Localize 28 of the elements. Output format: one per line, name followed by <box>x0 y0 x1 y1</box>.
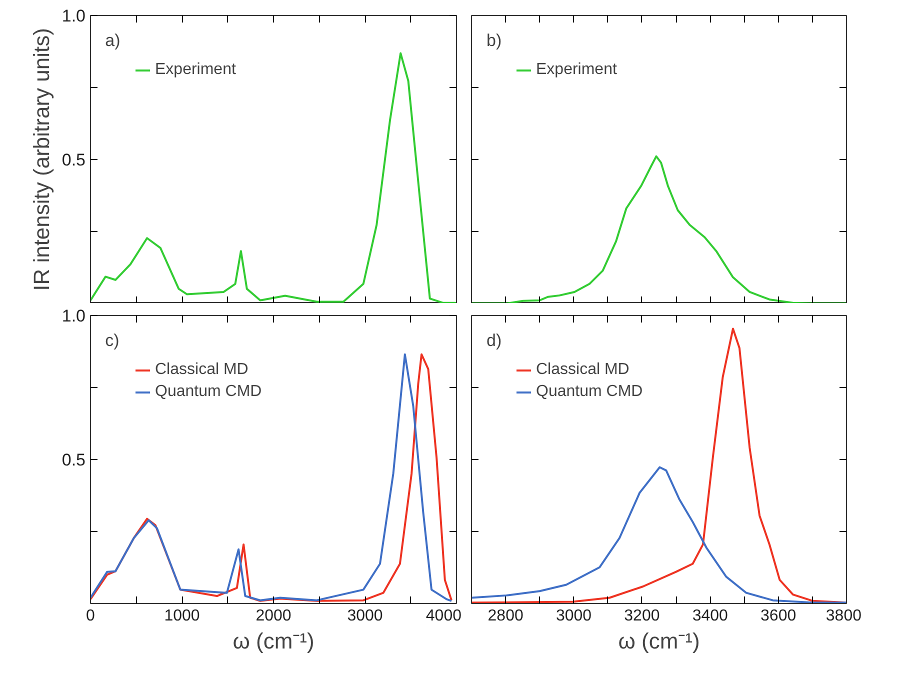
x-tick-label: 1000 <box>164 608 200 624</box>
legend-label: Classical MD <box>536 361 630 379</box>
y-axis-title: IR intensity (arbitrary units) <box>28 28 54 291</box>
x-tick-label: 4000 <box>426 608 462 624</box>
annotation: a) <box>105 31 120 50</box>
annotation: c) <box>105 331 120 350</box>
annotation: b) <box>486 31 502 50</box>
legend-label: Classical MD <box>155 361 248 379</box>
y-tick-label: 1.0 <box>62 306 86 326</box>
legend-label: Experiment <box>536 61 617 79</box>
legend-label: Quantum CMD <box>536 383 643 401</box>
x-tick-label: 3200 <box>624 608 660 624</box>
annotation: d) <box>486 331 502 350</box>
x-tick-label: 0 <box>86 608 96 624</box>
x-tick-label: 3000 <box>556 608 592 624</box>
x-tick-label: 2800 <box>488 608 524 624</box>
x-tick-label: 3000 <box>347 608 383 624</box>
x-tick-label: 3400 <box>692 608 728 624</box>
y-tick-label: 0.5 <box>62 150 86 170</box>
legend-label: Experiment <box>155 61 236 79</box>
x-axis-title: ω (cm⁻¹) <box>618 628 700 654</box>
legend-label: Quantum CMD <box>155 383 262 401</box>
y-tick-label: 0.5 <box>62 450 86 470</box>
x-tick-label: 2000 <box>256 608 292 624</box>
y-tick-label: 1.0 <box>62 6 86 26</box>
x-tick-label: 3600 <box>760 608 796 624</box>
x-tick-label: 3800 <box>826 608 862 624</box>
x-axis-title: ω (cm⁻¹) <box>232 628 314 654</box>
